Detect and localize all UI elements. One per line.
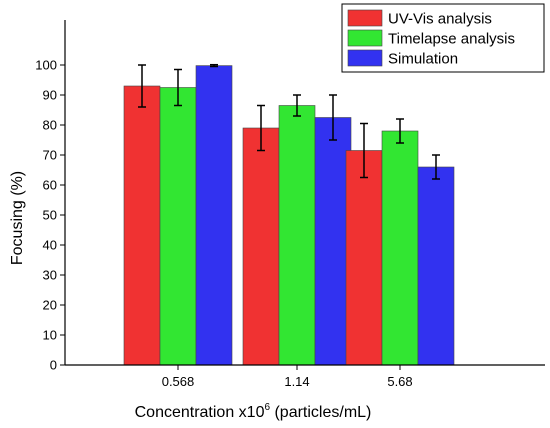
y-tick-label: 10 [43, 328, 57, 343]
error-bar [396, 118, 404, 144]
y-tick-label: 100 [35, 58, 57, 73]
legend: UV-Vis analysis Timelapse analysis Simulat… [341, 3, 545, 73]
x-axis-title-main: Concentration x10 [135, 404, 265, 421]
bars-layer [123, 65, 455, 366]
legend-swatch [347, 29, 383, 47]
bar [242, 127, 280, 366]
error-bars-layer [138, 63, 440, 180]
y-tick-label: 60 [43, 178, 57, 193]
x-tick-label: 0.568 [162, 374, 195, 389]
y-tick-label: 0 [50, 358, 57, 373]
x-axis-title-superscript: 6 [264, 402, 270, 413]
bar [123, 85, 161, 366]
y-axis-title: Focusing (%) [9, 171, 26, 265]
error-bar [210, 63, 218, 68]
bar [314, 117, 352, 366]
legend-swatch [347, 49, 383, 67]
error-bar [138, 64, 146, 108]
bar [345, 150, 383, 366]
y-tick-label: 90 [43, 88, 57, 103]
bar [159, 87, 197, 366]
bar [381, 130, 419, 366]
x-ticks: 0.568 1.14 5.68 [162, 365, 413, 389]
error-bar [174, 68, 182, 107]
error-bar [329, 94, 337, 141]
x-tick-label: 1.14 [284, 374, 309, 389]
axes-layer [64, 20, 545, 366]
x-tick-label: 5.68 [387, 374, 412, 389]
x-axis-title-suffix: (particles/mL) [270, 404, 371, 421]
legend-label: Simulation [388, 51, 458, 68]
y-tick-label: 30 [43, 268, 57, 283]
bar [417, 166, 455, 366]
bar [278, 105, 316, 366]
error-bar [293, 94, 301, 117]
y-tick-label: 20 [43, 298, 57, 313]
y-tick-label: 40 [43, 238, 57, 253]
y-tick-label: 80 [43, 118, 57, 133]
bar [195, 65, 233, 366]
legend-swatch [347, 9, 383, 27]
legend-label: UV-Vis analysis [388, 11, 492, 28]
error-bar [360, 122, 368, 179]
legend-label: Timelapse analysis [388, 31, 515, 48]
x-axis-title: Concentration x106 (particles/mL) [135, 402, 372, 421]
error-bar [432, 154, 440, 180]
y-tick-label: 50 [43, 208, 57, 223]
y-ticks: 0 10 20 30 40 50 60 70 80 90 100 [35, 58, 65, 373]
y-tick-label: 70 [43, 148, 57, 163]
error-bar [257, 104, 265, 152]
